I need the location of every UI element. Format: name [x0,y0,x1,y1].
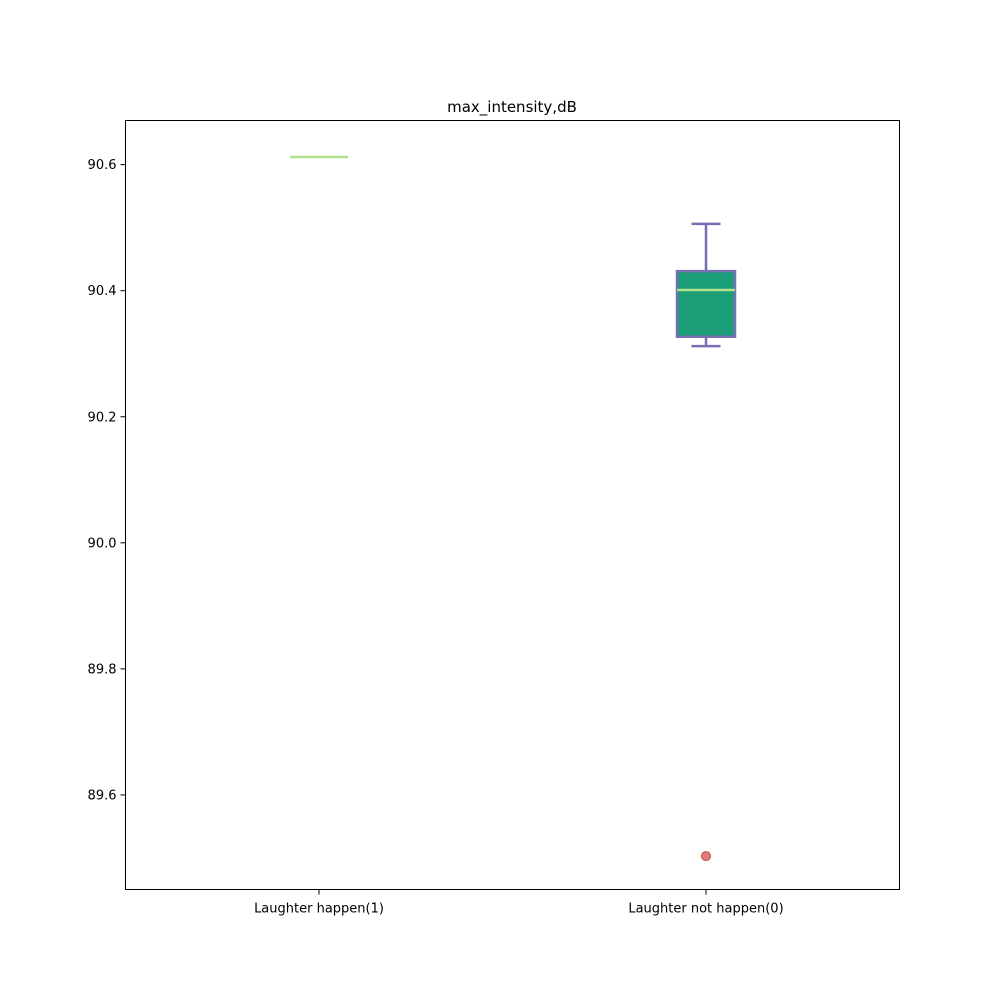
y-axis: 89.6 89.8 90.0 90.2 90.4 90.6 [88,158,126,803]
x-tick-label: Laughter happen(1) [254,902,384,917]
x-axis: Laughter happen(1) Laughter not happen(0) [254,889,784,917]
box-group [675,222,737,862]
x-tick-label: Laughter not happen(0) [628,902,783,917]
y-tick-label: 90.0 [88,536,117,551]
y-tick-label: 90.4 [88,284,117,299]
y-tick-label: 90.6 [88,158,117,173]
y-tick-label: 90.2 [88,410,117,425]
plot-area-frame [125,120,900,890]
y-tick-label: 89.8 [88,662,117,677]
outlier-point [701,851,711,862]
box-iqr [675,269,737,338]
plot-marks [290,155,737,862]
chart-title: max_intensity,dB [447,98,577,117]
y-tick-label: 89.6 [88,788,117,803]
